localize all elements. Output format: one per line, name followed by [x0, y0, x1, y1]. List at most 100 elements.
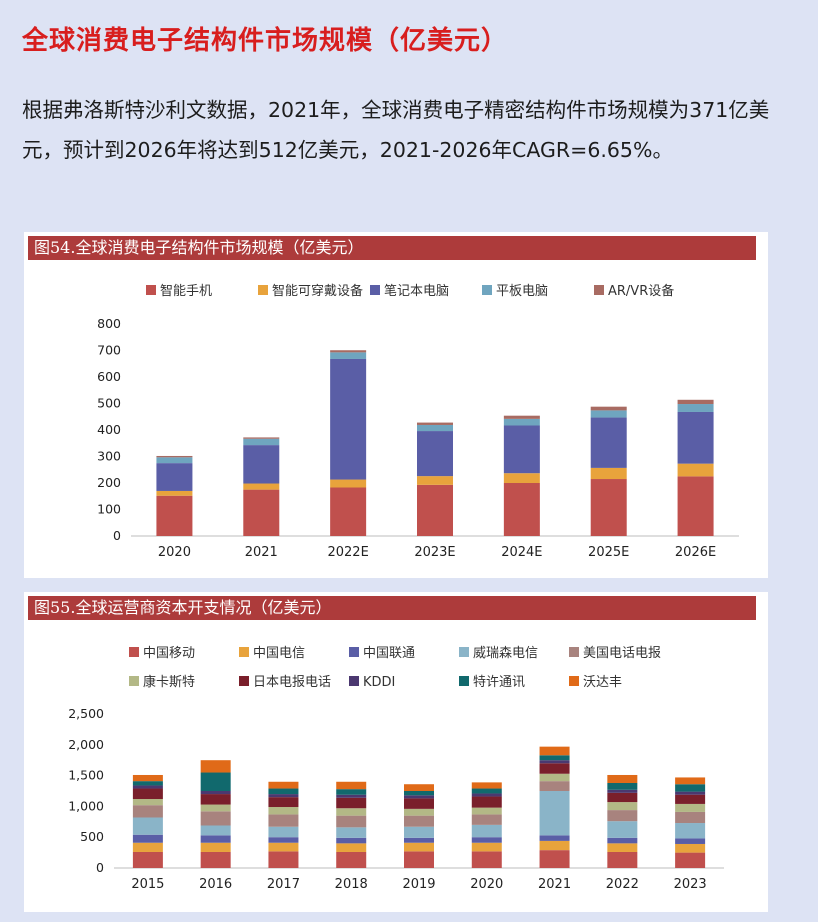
- bar-segment: [471, 842, 502, 852]
- x-tick-label: 2020: [158, 545, 191, 560]
- legend-swatch: [129, 676, 139, 686]
- bar-segment: [471, 788, 502, 794]
- x-tick-label: 2019: [402, 877, 435, 892]
- bar-segment: [675, 811, 706, 824]
- legend-swatch: [569, 676, 579, 686]
- bar-segment: [336, 843, 367, 852]
- legend-swatch: [569, 647, 579, 657]
- bar-segment: [539, 850, 570, 868]
- bar-segment: [336, 794, 367, 798]
- bar-segment: [471, 824, 502, 838]
- chart-card-market-size: 图54.全球消费电子结构件市场规模（亿美元） 智能手机 智能可穿戴设备 笔记本电脑 平…: [24, 232, 768, 578]
- bar-segment: [200, 811, 231, 826]
- x-tick-label: 2023E: [414, 545, 455, 560]
- bar-segment: [404, 798, 434, 809]
- bar-segment: [590, 410, 627, 418]
- bar-segment: [471, 793, 502, 797]
- legend-label: 平板电脑: [496, 284, 548, 299]
- y-tick-label: 500: [97, 396, 121, 411]
- x-tick-label: 2022: [606, 877, 639, 892]
- bar-segment: [268, 781, 299, 789]
- bar-segment: [243, 483, 280, 490]
- bar-segment: [677, 476, 714, 536]
- bar-segment: [404, 837, 434, 843]
- bar-segment: [132, 834, 163, 843]
- bar-segment: [675, 794, 706, 804]
- bar-segment: [590, 406, 627, 411]
- x-tick-label: 2016: [199, 877, 232, 892]
- y-tick-label: 1,000: [68, 798, 104, 813]
- legend-label: KDDI: [363, 675, 395, 690]
- bar-segment: [539, 781, 570, 791]
- chart-title: 图55.全球运营商资本开支情况（亿美元）: [28, 596, 756, 620]
- bar-segment: [200, 760, 231, 773]
- bar-segment: [404, 784, 434, 791]
- y-tick-label: 0: [113, 528, 121, 543]
- bar-segment: [675, 823, 706, 839]
- bar-segment: [539, 746, 570, 756]
- legend-label: AR/VR设备: [608, 283, 674, 299]
- bar-segment: [471, 796, 502, 808]
- bar-segment: [132, 781, 163, 786]
- legend-label: 智能手机: [160, 284, 212, 299]
- bar-segment: [200, 825, 231, 836]
- x-tick-label: 2020: [470, 877, 503, 892]
- x-tick-label: 2017: [267, 877, 300, 892]
- bar-segment: [330, 487, 367, 536]
- bar-segment: [200, 842, 231, 852]
- bar-segment: [675, 843, 706, 853]
- bar-segment: [607, 774, 638, 783]
- bar-segment: [607, 782, 638, 790]
- bar-segment: [471, 807, 502, 815]
- bar-segment: [243, 489, 280, 536]
- y-tick-label: 400: [97, 422, 121, 437]
- bar-segment: [590, 467, 627, 480]
- bar-segment: [132, 842, 163, 852]
- chart-title: 图54.全球消费电子结构件市场规模（亿美元）: [28, 236, 756, 260]
- bar-segment: [417, 484, 453, 536]
- bar-segment: [336, 851, 367, 868]
- x-tick-label: 2023: [674, 877, 707, 892]
- market-size-stacked-bar-chart: 智能手机 智能可穿戴设备 笔记本电脑 平板电脑 AR/VR设备 0 100 200 300 400…: [97, 283, 739, 560]
- legend-swatch: [146, 285, 156, 295]
- bar-segment: [677, 404, 714, 412]
- y-tick-label: 700: [97, 343, 121, 358]
- page-title: 全球消费电子结构件市场规模（亿美元）: [22, 26, 509, 56]
- bar-segment: [156, 495, 193, 536]
- chart-card-operator-capex: 图55.全球运营商资本开支情况（亿美元） 中国移动 中国电信 中国联通 威瑞森电信 美国…: [24, 592, 768, 912]
- legend-label: 沃达丰: [583, 675, 622, 690]
- bar-segment: [268, 826, 299, 838]
- bar-segment: [404, 808, 434, 816]
- bar-segment: [268, 814, 299, 827]
- bar-segment: [471, 837, 502, 843]
- bar-segment: [404, 815, 434, 827]
- bar-segment: [471, 782, 502, 789]
- bar-segment: [607, 789, 638, 793]
- bar-segment: [675, 784, 706, 792]
- bar-segment: [132, 788, 163, 800]
- legend-label: 中国联通: [363, 646, 415, 661]
- bar-segment: [268, 788, 299, 795]
- bar-segment: [539, 791, 570, 836]
- legend-swatch: [349, 647, 359, 657]
- bar-segment: [268, 851, 299, 868]
- bar-segment: [200, 794, 231, 805]
- bar-segment: [539, 840, 570, 851]
- bar-segment: [330, 479, 367, 488]
- bar-segment: [503, 418, 540, 426]
- bar-segment: [675, 803, 706, 812]
- legend-label: 特许通讯: [473, 675, 525, 690]
- legend-swatch: [239, 676, 249, 686]
- x-tick-label: 2026E: [675, 545, 716, 560]
- bar-segment: [404, 791, 434, 796]
- bar-segment: [539, 755, 570, 761]
- y-tick-label: 800: [97, 316, 121, 331]
- bar-segment: [503, 425, 540, 474]
- bar-segment: [268, 837, 299, 843]
- bar-segment: [417, 476, 453, 485]
- bar-segment: [539, 773, 570, 782]
- bar-segment: [404, 851, 434, 868]
- bar-segment: [268, 794, 299, 798]
- bar-segment: [404, 795, 434, 799]
- legend-label: 康卡斯特: [143, 674, 195, 690]
